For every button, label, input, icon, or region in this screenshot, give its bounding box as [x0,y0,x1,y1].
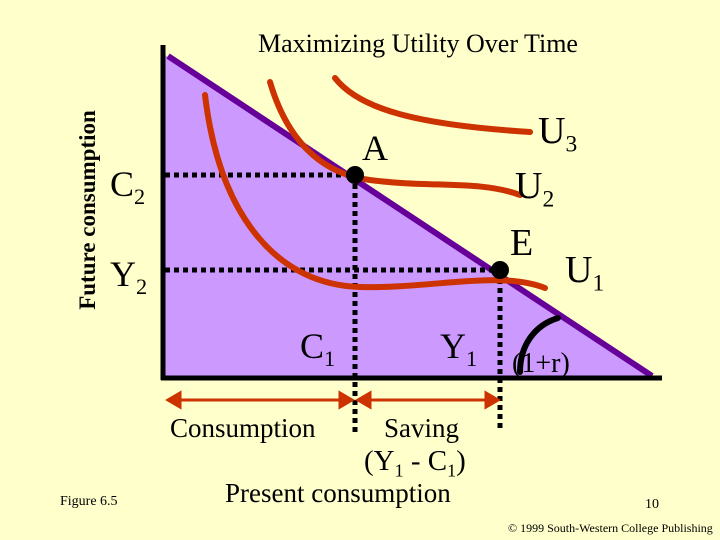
text-part: A [362,128,388,168]
label-e: E [510,222,533,264]
subscript: 1 [466,346,477,371]
page-number: 10 [645,497,659,512]
subscript: 1 [592,270,604,296]
text-part: Y [440,326,466,366]
subscript: 1 [324,346,335,371]
arrow-head [165,390,182,410]
label-u1: U1 [565,249,604,296]
text-part: E [510,222,533,264]
curve-u3 [332,75,533,135]
label-y2: Y2 [110,254,147,299]
text-part: C [110,164,134,204]
text-part: U [515,165,542,207]
curve-u1 [202,92,548,291]
subscript: 1 [395,460,404,480]
label-c2: C2 [110,164,145,209]
label-y1: Y1 [440,326,477,371]
point-e [491,261,509,279]
label-u3: U3 [538,110,577,157]
figure-label: Figure 6.5 [60,494,118,509]
point-a [346,166,364,184]
label-a: A [362,128,388,168]
copyright: © 1999 South-Western College Publishing [508,521,713,535]
subscript: 1 [447,460,456,480]
subscript: 3 [565,131,577,157]
text-part: Saving [384,413,459,443]
saving-label: Saving [384,413,459,443]
curve-u2 [267,79,523,198]
x-axis-label: Present consumption [225,478,451,508]
consumption-label: Consumption [170,413,316,443]
guides [165,172,503,432]
label-rate: (1+r) [512,348,570,379]
text-part: (1+r) [512,348,570,379]
subscript: 2 [134,184,145,209]
text-part: - C [404,445,448,477]
label-u2: U2 [515,165,554,212]
saving-formula: (Y1 - C1) [364,445,466,480]
subscript: 2 [136,274,147,299]
indifference-curves [202,75,561,375]
arrow-head [484,390,501,410]
arrow-head [355,390,372,410]
text-part: U [538,110,565,152]
label-c1: C1 [300,326,335,371]
arrow-head [338,390,355,410]
text-part: Present consumption [225,478,451,508]
text-part: (Y [364,445,395,477]
title: Maximizing Utility Over Time [258,29,578,58]
text-part: C [300,326,324,366]
subscript: 2 [542,186,554,212]
budget-line [166,53,654,379]
arrows [165,390,501,410]
text-part: ) [456,445,466,477]
slope-arc [517,315,561,375]
text-part: Consumption [170,413,316,443]
text-part: U [565,249,592,291]
y-axis-label: Future consumption [75,110,100,310]
text-part: Y [110,254,136,294]
